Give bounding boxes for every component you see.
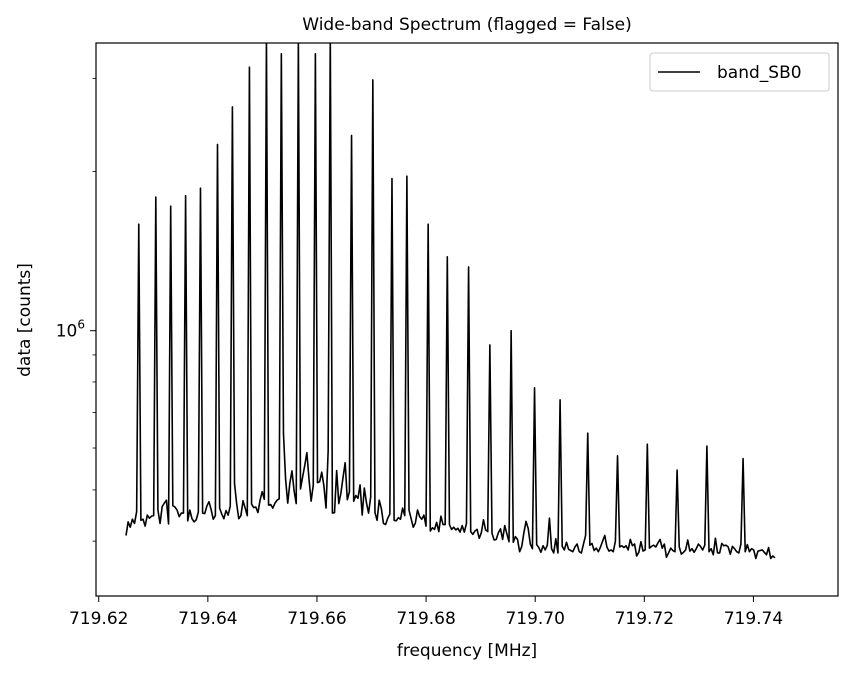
plot-frame xyxy=(95,42,839,597)
legend: band_SB0 xyxy=(649,52,830,92)
y-tick-label-exponent: 6 xyxy=(77,318,85,332)
x-tick-label: 719.66 xyxy=(287,609,346,629)
x-tick-label: 719.62 xyxy=(69,609,128,629)
y-tick-label: 106 xyxy=(56,318,85,342)
x-tick-label: 719.74 xyxy=(724,609,783,629)
x-axis-label: frequency [MHz] xyxy=(397,641,537,661)
series-line-band-sb0 xyxy=(125,43,776,560)
x-tick-label: 719.64 xyxy=(178,609,237,629)
y-tick-label-base: 10 xyxy=(56,322,78,342)
legend-box xyxy=(649,52,830,92)
x-tick-label: 719.68 xyxy=(396,609,455,629)
chart-title: Wide-band Spectrum (flagged = False) xyxy=(302,15,631,35)
legend-label-band-sb0: band_SB0 xyxy=(717,63,802,83)
x-tick-label: 719.70 xyxy=(505,609,564,629)
x-tick-label: 719.72 xyxy=(615,609,674,629)
y-axis-label: data [counts] xyxy=(15,263,35,377)
